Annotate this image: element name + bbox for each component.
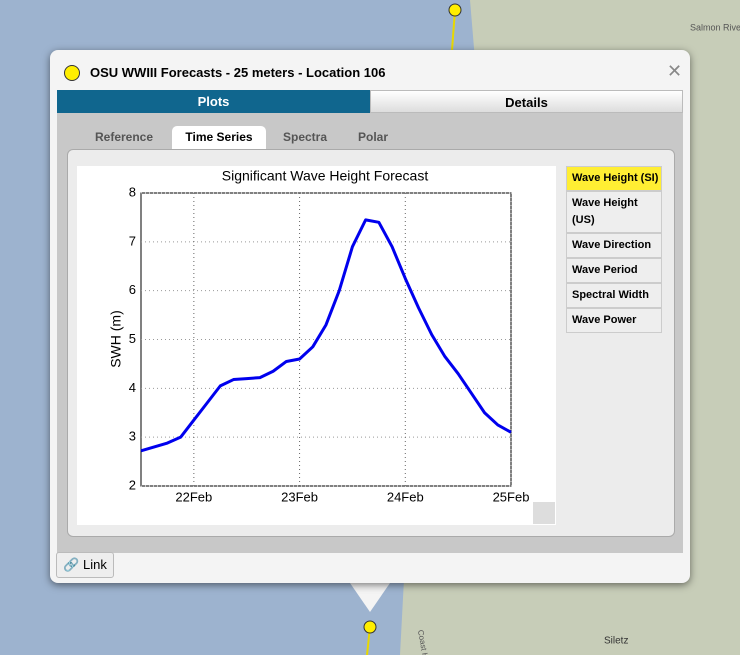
variable-button[interactable]: Wave Period [566,258,662,283]
close-button[interactable]: ✕ [667,61,683,81]
map-label: Salmon Rive [690,22,740,32]
subtab[interactable]: Polar [357,130,388,144]
popup-title: OSU WWIII Forecasts - 25 meters - Locati… [90,65,386,80]
link-button[interactable]: 🔗 Link [56,552,114,578]
data-line [140,218,512,453]
y-axis-label: SWH (m) [108,310,124,368]
y-tick-label: 8 [129,184,136,199]
variable-button[interactable]: Wave Height (SI) [566,166,662,191]
x-tick-label: 23Feb [281,489,318,504]
x-tick-label: 25Feb [493,489,530,504]
location-marker[interactable] [448,3,462,17]
subtab[interactable]: Spectra [282,130,328,144]
popup-tail [350,583,390,612]
zoom-button[interactable] [533,502,555,524]
tab[interactable]: Plots [57,90,370,113]
y-tick-label: 2 [129,477,136,492]
map-label: Siletz [604,636,628,647]
chart: Significant Wave Height Forecast SWH (m)… [77,166,556,525]
link-text: Link [82,557,107,572]
x-tick-label: 24Feb [387,489,424,504]
y-tick-label: 6 [129,282,136,297]
y-tick-label: 5 [129,331,136,346]
subtab[interactable]: Reference [94,130,154,144]
x-tick-label: 22Feb [175,489,212,504]
tab[interactable]: Details [370,90,683,113]
y-tick-label: 4 [129,380,136,395]
variable-button[interactable]: Wave Height (US) [566,191,662,233]
y-tick-label: 7 [129,233,136,248]
variable-button[interactable]: Spectral Width [566,283,662,308]
route [451,9,456,51]
chart-title: Significant Wave Height Forecast [222,168,429,184]
variable-button[interactable]: Wave Power [566,308,662,333]
variable-button[interactable]: Wave Direction [566,233,662,258]
y-tick-label: 3 [129,429,136,444]
marker-icon [64,65,80,81]
location-marker[interactable] [363,620,377,634]
